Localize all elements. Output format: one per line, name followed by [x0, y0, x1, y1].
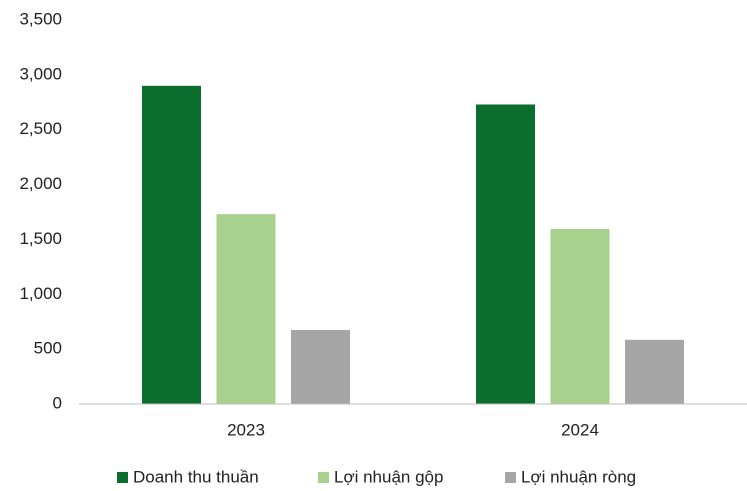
y-tick-label: 3,500 [19, 9, 62, 28]
y-tick-label: 2,500 [19, 119, 62, 138]
y-tick-label: 2,000 [19, 174, 62, 193]
bar [625, 339, 684, 404]
y-tick-label: 3,000 [19, 64, 62, 83]
legend-label: Lợi nhuận gộp [334, 467, 443, 486]
bar [291, 329, 350, 404]
bar [550, 229, 610, 404]
y-tick-label: 1,000 [19, 284, 62, 303]
legend-label: Lợi nhuận ròng [521, 467, 636, 486]
legend-swatch [117, 472, 128, 483]
legend-swatch [505, 472, 516, 483]
legend-swatch [318, 472, 329, 483]
x-tick-label: 2024 [561, 420, 599, 439]
y-tick-label: 500 [34, 339, 62, 358]
bar [142, 85, 201, 404]
y-tick-label: 0 [53, 393, 62, 412]
x-tick-label: 2023 [227, 420, 265, 439]
legend-label: Doanh thu thuần [133, 467, 259, 486]
y-tick-label: 1,500 [19, 229, 62, 248]
bar [476, 104, 535, 404]
bar [216, 214, 276, 404]
